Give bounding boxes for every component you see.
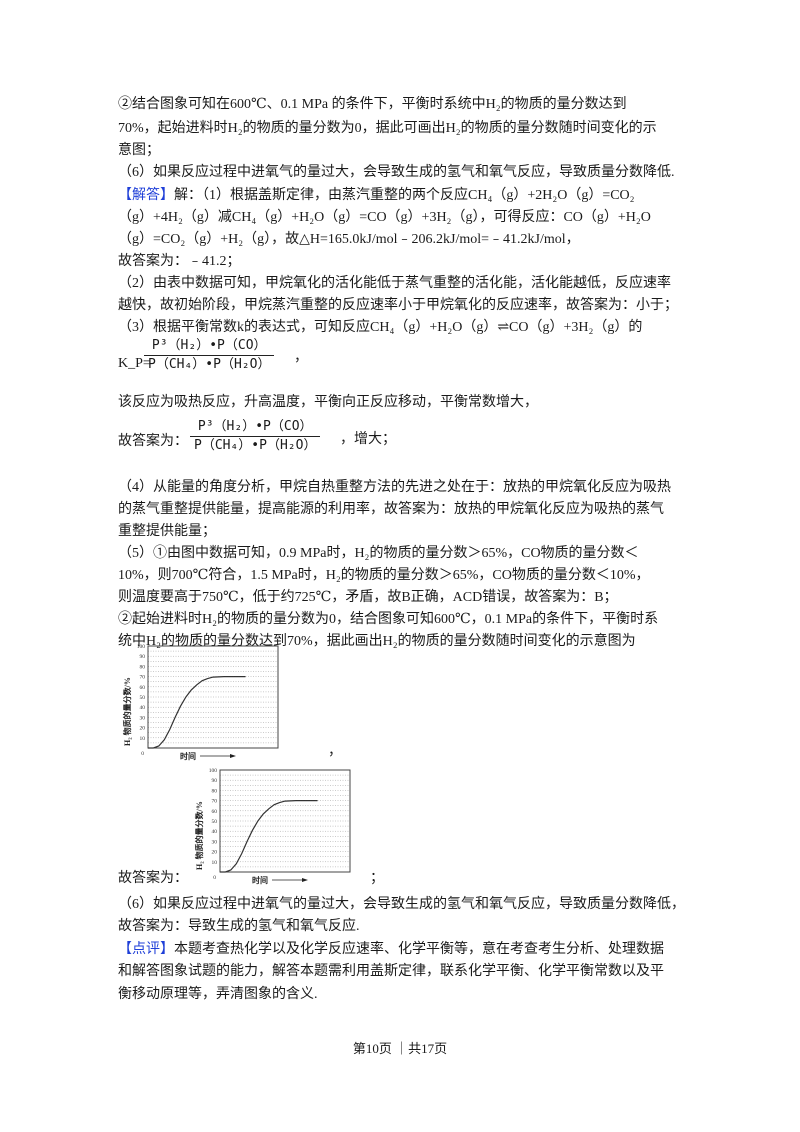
h2-fraction-curve: [148, 675, 246, 749]
text-line: （3）根据平衡常数k的表达式，可知反应CH₄（g）+H₂O（g）⇌CO（g）+3…: [118, 320, 643, 335]
text-line: （6）如果反应过程中进氧气的量过大，会导致生成的氢气和氧气反应，导致质量分数降低…: [118, 897, 685, 912]
text-span: 本题考查热化学以及化学反应速率、化学平衡等，意在考查考生分析、处理数据: [174, 942, 664, 957]
text-line: 故答案为：导致生成的氢气和氧气反应.: [118, 919, 360, 934]
h2-fraction-figure-2: 10 20 30 40 50 60 70 80 90 100 0 H₂ 物质的量分数/% 时间: [190, 766, 360, 886]
text-line: （g）=CO₂（g）+H₂（g），故△H=165.0kJ/mol﹣206.2kJ…: [118, 232, 580, 247]
text-line: 衡移动原理等，弄清图象的含义.: [118, 987, 318, 1002]
text-line: 则温度要高于750℃，低于约725℃，矛盾，故B正确，ACD错误，故答案为：B；: [118, 590, 618, 605]
x-axis-label: 时间: [180, 751, 196, 761]
h2-fraction-curve: [220, 799, 318, 873]
text-line: （g）+4H₂（g）减CH₄（g）+H₂O（g）=CO（g）+3H₂（g），可得…: [118, 210, 651, 225]
text-line: （4）从能量的角度分析，甲烷自热重整方法的先进之处在于：放热的甲烷氧化反应为吸热: [118, 480, 671, 495]
text-line: ②结合图象可知在600℃、0.1 MPa 的条件下，平衡时系统中H₂的物质的量分…: [118, 97, 627, 112]
text-line: 该反应为吸热反应，升高温度，平衡向正反应移动，平衡常数增大，: [118, 395, 538, 410]
x-axis-arrowhead: [230, 754, 236, 758]
fraction-denominator: P（CH₄）•P（H₂O）: [148, 357, 271, 372]
text-line: 重整提供能量；: [118, 524, 216, 539]
y-tick-label: 30: [140, 715, 146, 721]
y-tick-label: 100: [209, 768, 218, 774]
plot-frame: [147, 645, 279, 749]
text-line: 70%，起始进料时H₂的物质的量分数为0，据此可画出H₂的物质的量分数随时间变化…: [118, 121, 657, 136]
page-footer: 第10页 ｜共17页: [352, 1041, 448, 1056]
y-tick-label: 100: [137, 644, 146, 650]
y-axis-label: H₂ 物质的量分数/%: [194, 801, 204, 870]
text-line: 10%，则700℃符合，1.5 MPa时，H₂的物质的量分数＞65%，CO物质的…: [118, 568, 650, 583]
plot-frame: [219, 769, 351, 873]
text-line: （6）如果反应过程中进氧气的量过大，会导致生成的氢气和氧气反应，导致质量分数降低…: [118, 165, 675, 180]
fraction-numerator: P³（H₂）•P（CO）: [151, 338, 267, 353]
answer-line: 【解答】解：（1）根据盖斯定律，由蒸汽重整的两个反应CH₄（g）+2H₂O（g）…: [118, 186, 635, 206]
y-tick-label: 50: [140, 695, 146, 701]
y-tick-label: 80: [212, 788, 218, 794]
text-span: 解：（1）根据盖斯定律，由蒸汽重整的两个反应CH₄（g）+2H₂O（g）=CO₂: [174, 188, 635, 203]
fraction-denominator: P（CH₄）•P（H₂O）: [194, 438, 317, 453]
comment-line: 【点评】本题考查热化学以及化学反应速率、化学平衡等，意在考查考生分析、处理数据: [118, 940, 664, 960]
text-line: 的蒸气重整提供能量，提高能源的利用率，故答案为：放热的甲烷氧化反应为吸热的蒸气: [118, 502, 664, 517]
text-line: 越快，故初始阶段，甲烷蒸汽重整的反应速率小于甲烷氧化的反应速率，故答案为：小于；: [118, 298, 678, 313]
fraction-bar: [190, 436, 321, 437]
y-tick-label: 10: [140, 736, 146, 742]
text-line: （5）①由图中数据可知，0.9 MPa时，H₂的物质的量分数＞65%，CO物质的…: [118, 546, 639, 561]
figure-caption-2: 故答案为：: [118, 871, 188, 886]
text-line: 统中H₂的物质的量分数达到70%，据此画出H₂的物质的量分数随时间变化的示意图为: [118, 634, 636, 649]
text-line: ②起始进料时H₂的物质的量分数为0，结合图象可知600℃，0.1 MPa的条件下…: [118, 612, 659, 627]
y-tick-label: 60: [212, 809, 218, 815]
x-axis-arrowhead: [302, 878, 308, 882]
answer3-suffix: ，增大；: [340, 432, 396, 447]
y-tick-label: 90: [140, 654, 146, 660]
kp-prefix: K_P=: [118, 356, 151, 371]
text-line: 故答案为：﹣41.2；: [118, 254, 241, 269]
y-tick-label: 20: [140, 726, 146, 732]
y-tick-label: 80: [140, 664, 146, 670]
answer3-prefix: 故答案为：: [118, 434, 188, 449]
figure-caption-1: ，: [328, 744, 342, 759]
y-tick-label: 70: [140, 675, 146, 681]
y-tick-label: 60: [140, 685, 146, 691]
x-axis-label: 时间: [252, 875, 268, 885]
answer3-fraction: P³（H₂）•P（CO） P（CH₄）•P（H₂O）: [190, 418, 321, 455]
y-tick-label: 40: [212, 829, 218, 835]
x-origin-label: 0: [141, 751, 144, 757]
text-line: （2）由表中数据可知，甲烷氧化的活化能低于蒸气重整的活化能，活化能越低，反应速率: [118, 276, 671, 291]
y-tick-label: 30: [212, 839, 218, 845]
y-tick-label: 70: [212, 799, 218, 805]
kp-suffix: ，: [294, 350, 308, 365]
y-tick-label: 90: [212, 778, 218, 784]
y-tick-label: 20: [212, 850, 218, 856]
y-axis-label: H₂ 物质的量分数/%: [122, 677, 132, 746]
y-tick-label: 40: [140, 705, 146, 711]
x-origin-label: 0: [213, 875, 216, 881]
fraction-numerator: P³（H₂）•P（CO）: [197, 419, 313, 434]
y-tick-label: 50: [212, 819, 218, 825]
y-tick-label: 10: [212, 860, 218, 866]
text-line: 意图；: [118, 143, 160, 158]
text-line: 和解答图象试题的能力，解答本题需利用盖斯定律，联系化学平衡、化学平衡常数以及平: [118, 964, 664, 979]
fraction-bar: [144, 355, 275, 356]
answer-tag: 【解答】: [118, 188, 174, 203]
figure-caption-2-end: ；: [370, 871, 384, 886]
h2-fraction-figure-1: 10 20 30 40 50 60 70 80 90 100 0 H₂ 物质的量分数/% 时间: [118, 642, 288, 762]
comment-tag: 【点评】: [118, 942, 174, 957]
kp-fraction: P³（H₂）•P（CO） P（CH₄）•P（H₂O）: [144, 337, 275, 374]
